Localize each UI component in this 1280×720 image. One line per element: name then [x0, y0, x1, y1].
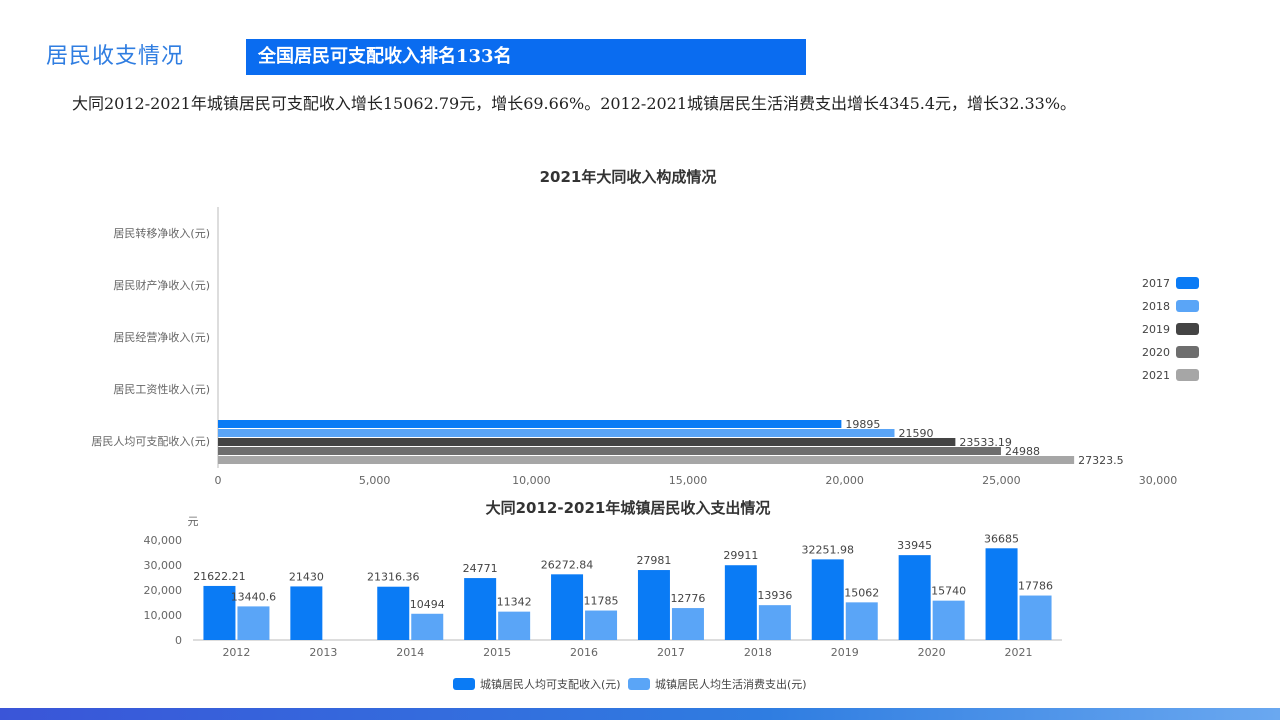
chart2-data-label: 13440.6	[231, 590, 277, 603]
chart1-legend-swatch	[1176, 369, 1199, 381]
chart1-bar	[218, 456, 1075, 464]
chart2-x-tick: 2015	[483, 646, 511, 659]
chart2-y-tick: 0	[175, 634, 182, 647]
chart2-data-label: 15062	[844, 586, 879, 599]
chart2-x-tick: 2012	[222, 646, 250, 659]
chart2-data-label: 32251.98	[802, 543, 855, 556]
chart2-legend-label: 城镇居民人均可支配收入(元)	[480, 677, 621, 691]
chart1-category-label: 居民经营净收入(元)	[113, 330, 210, 344]
chart1-x-tick: 30,000	[1139, 474, 1178, 487]
chart2-data-label: 29911	[723, 549, 758, 562]
chart2-x-tick: 2016	[570, 646, 598, 659]
chart1-x-tick: 0	[215, 474, 222, 487]
chart2-data-label: 21430	[289, 570, 324, 583]
chart2-data-label: 21622.21	[193, 570, 246, 583]
chart2-bar	[290, 586, 323, 640]
chart2-bar	[464, 578, 497, 640]
chart2-x-tick: 2013	[309, 646, 337, 659]
chart1-legend-label: 2018	[1142, 300, 1170, 313]
chart2-data-label: 11785	[584, 595, 619, 608]
chart1-x-tick: 5,000	[359, 474, 391, 487]
chart1-category-label: 居民工资性收入(元)	[113, 382, 210, 396]
banner-ranking: 全国居民可支配收入排名133名	[246, 39, 806, 75]
chart2-bar	[551, 574, 584, 640]
chart2-bar	[985, 548, 1018, 640]
chart2-bar	[377, 586, 410, 640]
chart1-bar	[218, 447, 1001, 455]
chart1-data-label: 27323.5	[1078, 454, 1124, 467]
chart2-y-tick: 10,000	[144, 609, 183, 622]
chart2-bar	[932, 600, 965, 640]
chart2-bar	[498, 611, 531, 640]
chart1-category-label: 居民人均可支配收入(元)	[91, 434, 210, 448]
chart1-x-tick: 15,000	[669, 474, 708, 487]
chart2-x-tick: 2014	[396, 646, 424, 659]
chart1-title: 2021年大同收入构成情况	[540, 168, 717, 186]
chart2-bar	[637, 570, 670, 640]
chart2-bar	[671, 608, 704, 640]
chart2-x-tick: 2020	[918, 646, 946, 659]
chart1-legend-swatch	[1176, 277, 1199, 289]
chart1-legend-label: 2020	[1142, 346, 1170, 359]
section-title: 居民收支情况	[46, 44, 185, 69]
chart2-y-tick: 20,000	[144, 584, 183, 597]
chart2-legend-swatch	[628, 678, 650, 690]
chart2-x-tick: 2018	[744, 646, 772, 659]
chart1-data-label: 21590	[898, 427, 933, 440]
chart2-bar	[724, 565, 757, 640]
chart2-data-label: 26272.84	[541, 558, 594, 571]
chart1-legend-swatch	[1176, 323, 1199, 335]
chart2-data-label: 17786	[1018, 580, 1053, 593]
chart1-data-label: 24988	[1005, 445, 1040, 458]
chart2-bar	[811, 559, 844, 640]
chart2-bar	[1019, 595, 1052, 640]
chart2-bar	[898, 555, 931, 640]
chart1-category-label: 居民财产净收入(元)	[113, 278, 210, 292]
chart1-bar	[218, 438, 956, 446]
chart1-data-label: 19895	[845, 418, 880, 431]
chart2-data-label: 24771	[463, 562, 498, 575]
chart2-title: 大同2012-2021年城镇居民收入支出情况	[486, 499, 771, 517]
chart1-x-tick: 10,000	[512, 474, 551, 487]
chart1-x-tick: 20,000	[825, 474, 864, 487]
chart2-x-tick: 2019	[831, 646, 859, 659]
chart1-category-label: 居民转移净收入(元)	[113, 226, 210, 240]
chart2-data-label: 21316.36	[367, 571, 420, 584]
chart1-data-label: 23533.19	[959, 436, 1012, 449]
chart2-data-label: 10494	[410, 598, 445, 611]
chart2-y-tick: 30,000	[144, 559, 183, 572]
chart2-data-label: 33945	[897, 539, 932, 552]
chart1-bar	[218, 429, 895, 437]
chart2-bar	[203, 585, 236, 640]
chart2-bar	[845, 602, 878, 640]
chart1-bar	[218, 420, 842, 428]
chart2-y-tick: 40,000	[144, 534, 183, 547]
chart1-legend-label: 2019	[1142, 323, 1170, 336]
chart2-data-label: 36685	[984, 532, 1019, 545]
chart1-legend-label: 2017	[1142, 277, 1170, 290]
chart2-bar	[411, 613, 444, 640]
summary-text: 大同2012-2021年城镇居民可支配收入增长15062.79元，增长69.66…	[72, 94, 1077, 113]
chart2-data-label: 15740	[931, 585, 966, 598]
chart2-bar	[585, 610, 618, 640]
chart2-x-tick: 2021	[1005, 646, 1033, 659]
chart2-data-label: 27981	[636, 554, 671, 567]
chart2-legend-swatch	[453, 678, 475, 690]
chart2-legend-label: 城镇居民人均生活消费支出(元)	[655, 677, 807, 691]
chart2-x-tick: 2017	[657, 646, 685, 659]
chart2-data-label: 11342	[497, 596, 532, 609]
chart1-legend-label: 2021	[1142, 369, 1170, 382]
chart2-bar	[758, 605, 791, 640]
chart2-y-unit: 元	[188, 515, 199, 528]
chart1-legend-swatch	[1176, 300, 1199, 312]
chart1-x-tick: 25,000	[982, 474, 1021, 487]
chart2-data-label: 13936	[757, 589, 792, 602]
footer-bar	[0, 708, 1280, 720]
chart2-bar	[237, 606, 270, 640]
chart2-data-label: 12776	[670, 592, 705, 605]
chart1-legend-swatch	[1176, 346, 1199, 358]
